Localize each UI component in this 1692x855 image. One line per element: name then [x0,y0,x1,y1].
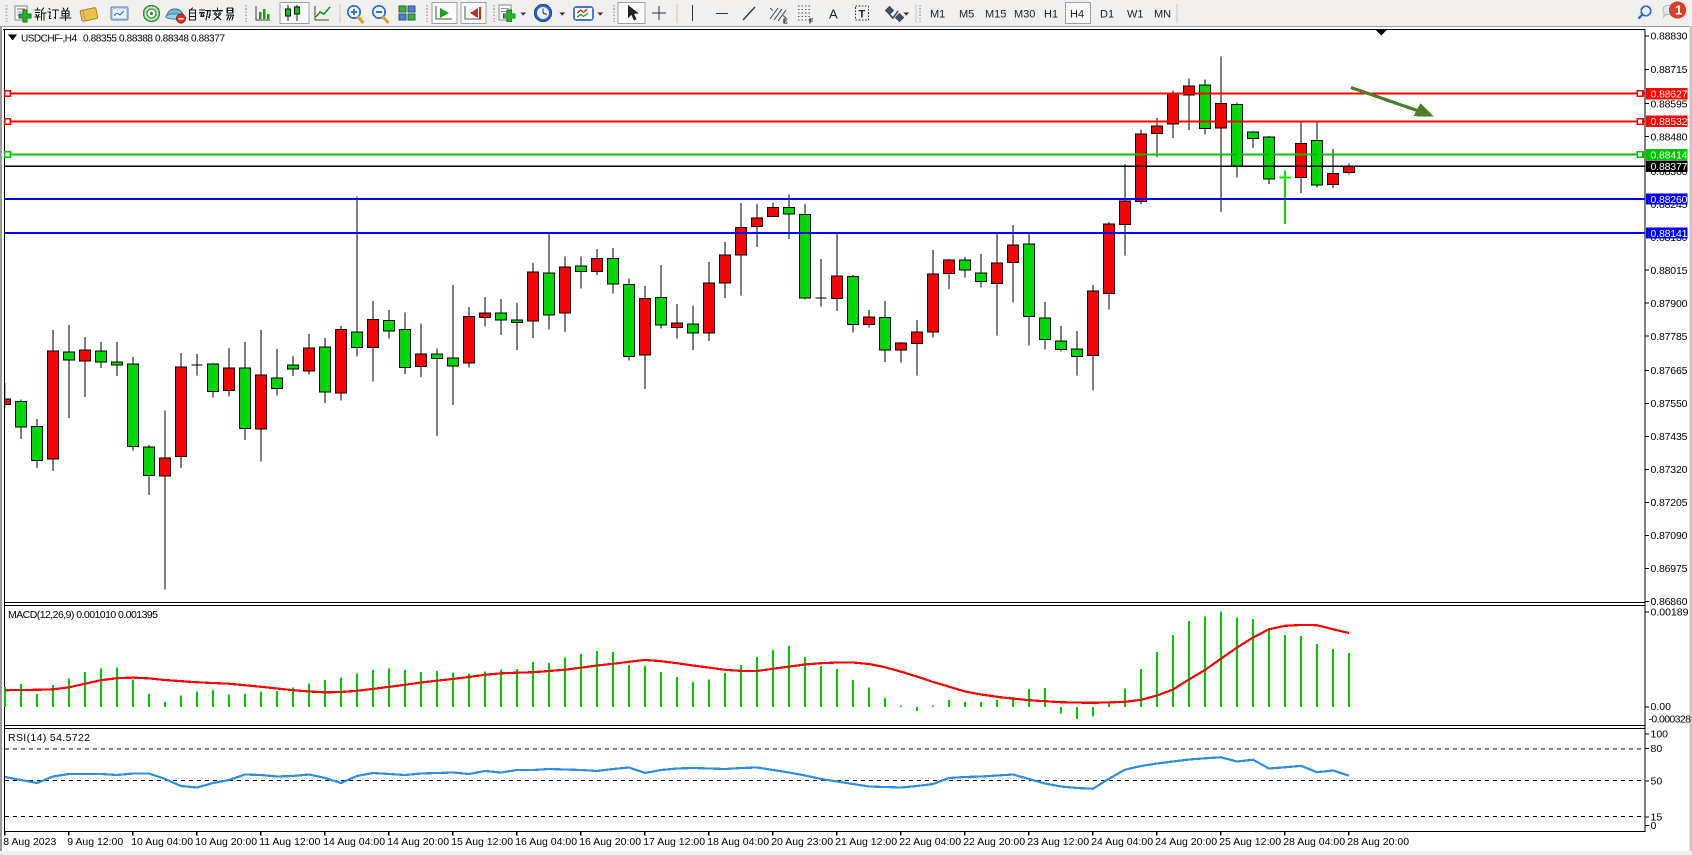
svg-text:0.88141: 0.88141 [1651,228,1688,240]
svg-text:16 Aug 20:00: 16 Aug 20:00 [579,836,641,848]
svg-text:0: 0 [1651,820,1657,832]
svg-text:H4: H4 [1070,9,1084,21]
svg-text:50: 50 [1651,776,1663,788]
svg-text:0.86860: 0.86860 [1651,596,1688,608]
svg-text:0.88595: 0.88595 [1651,98,1688,110]
svg-text:21 Aug 12:00: 21 Aug 12:00 [835,836,897,848]
svg-text:0.87900: 0.87900 [1651,298,1688,310]
svg-text:17 Aug 12:00: 17 Aug 12:00 [643,836,705,848]
svg-text:0.87665: 0.87665 [1651,365,1688,377]
svg-text:28 Aug 20:00: 28 Aug 20:00 [1347,836,1409,848]
svg-text:0.00189: 0.00189 [1651,607,1689,619]
svg-text:0.88355 0.88388 0.88348 0.8837: 0.88355 0.88388 0.88348 0.88377 [83,34,225,45]
svg-text:0.87785: 0.87785 [1651,331,1688,343]
svg-text:18 Aug 04:00: 18 Aug 04:00 [707,836,769,848]
svg-text:M1: M1 [930,9,945,21]
svg-text:W1: W1 [1127,9,1144,21]
svg-text:0.87320: 0.87320 [1651,464,1688,476]
svg-text:MACD(12,26,9) 0.001010 0.00139: MACD(12,26,9) 0.001010 0.001395 [8,609,158,621]
svg-text:0.88414: 0.88414 [1651,149,1688,161]
svg-text:15 Aug 12:00: 15 Aug 12:00 [451,836,513,848]
svg-text:24 Aug 20:00: 24 Aug 20:00 [1155,836,1217,848]
svg-text:M30: M30 [1014,9,1035,21]
svg-text:14 Aug 04:00: 14 Aug 04:00 [323,836,385,848]
svg-text:80: 80 [1651,743,1663,755]
svg-text:20 Aug 23:00: 20 Aug 23:00 [771,836,833,848]
svg-text:28 Aug 04:00: 28 Aug 04:00 [1283,836,1345,848]
svg-text:0.88015: 0.88015 [1651,265,1688,277]
svg-text:10 Aug 04:00: 10 Aug 04:00 [131,836,193,848]
svg-text:USDCHF-,H4: USDCHF-,H4 [21,34,77,45]
svg-text:M15: M15 [985,9,1006,21]
svg-text:0.88260: 0.88260 [1651,194,1688,206]
svg-text:0.88715: 0.88715 [1651,64,1688,76]
svg-text:23 Aug 12:00: 23 Aug 12:00 [1027,836,1089,848]
svg-text:14 Aug 20:00: 14 Aug 20:00 [387,836,449,848]
svg-text:0.00: 0.00 [1651,701,1672,713]
svg-text:0.88627: 0.88627 [1651,88,1688,100]
svg-text:0.88377: 0.88377 [1651,161,1688,173]
svg-text:0.87435: 0.87435 [1651,431,1688,443]
svg-text:22 Aug 04:00: 22 Aug 04:00 [899,836,961,848]
svg-text:0.88532: 0.88532 [1651,116,1688,128]
svg-text:A: A [829,7,838,22]
svg-text:0.87090: 0.87090 [1651,530,1688,542]
svg-text:D1: D1 [1100,9,1114,21]
svg-text:E: E [783,19,788,26]
svg-text:24 Aug 04:00: 24 Aug 04:00 [1091,836,1153,848]
svg-text:11 Aug 12:00: 11 Aug 12:00 [259,836,320,848]
svg-text:100: 100 [1651,729,1669,741]
svg-text:M5: M5 [959,9,974,21]
svg-text:0.87205: 0.87205 [1651,497,1688,509]
svg-text:8 Aug 2023: 8 Aug 2023 [3,836,56,848]
svg-text:0.87550: 0.87550 [1651,398,1688,410]
svg-text:22 Aug 20:00: 22 Aug 20:00 [963,836,1025,848]
svg-text:0.88830: 0.88830 [1651,31,1688,43]
svg-text:25 Aug 12:00: 25 Aug 12:00 [1219,836,1281,848]
svg-text:9 Aug 12:00: 9 Aug 12:00 [67,836,123,848]
svg-text:0.86975: 0.86975 [1651,563,1688,575]
svg-text:1: 1 [1675,3,1682,18]
svg-text:16 Aug 04:00: 16 Aug 04:00 [515,836,577,848]
svg-text:15: 15 [1651,812,1663,824]
svg-text:10 Aug 20:00: 10 Aug 20:00 [195,836,257,848]
svg-text:MN: MN [1154,9,1171,21]
svg-text:0.88480: 0.88480 [1651,131,1688,143]
svg-text:T: T [859,9,866,21]
svg-text:F: F [809,19,814,26]
svg-text:-0.000328: -0.000328 [1649,714,1692,726]
svg-text:RSI(14) 54.5722: RSI(14) 54.5722 [8,732,90,744]
svg-text:H1: H1 [1044,9,1058,21]
